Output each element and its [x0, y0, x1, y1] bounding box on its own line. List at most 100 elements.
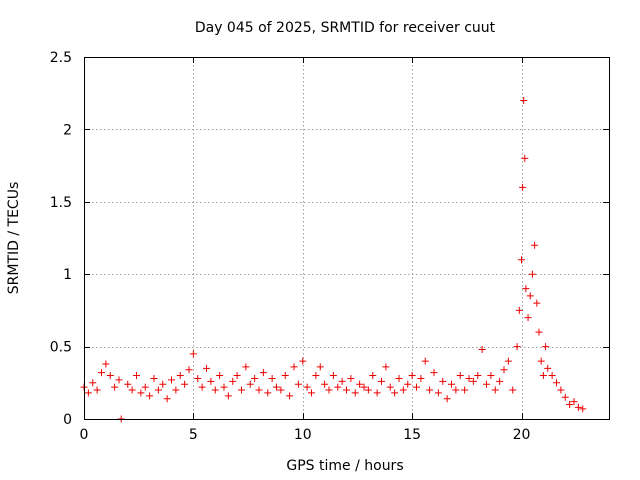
x-axis-label: GPS time / hours — [286, 458, 403, 474]
data-point — [533, 299, 541, 307]
grid — [84, 57, 609, 419]
data-point — [351, 389, 359, 397]
data-point — [426, 386, 434, 394]
data-point — [233, 372, 241, 380]
data-point — [548, 372, 556, 380]
data-point — [115, 376, 123, 384]
data-point — [84, 389, 92, 397]
data-point — [89, 379, 97, 387]
data-point — [504, 357, 512, 365]
data-point — [172, 386, 180, 394]
x-tick-label: 5 — [189, 427, 198, 443]
data-point — [224, 392, 232, 400]
data-point — [185, 366, 193, 374]
y-axis-label: SRMTID / TECUs — [6, 182, 22, 295]
data-point — [303, 383, 311, 391]
x-tick-label: 15 — [403, 427, 421, 443]
data-point — [491, 386, 499, 394]
data-point — [111, 383, 119, 391]
data-point — [364, 386, 372, 394]
data-point — [294, 380, 302, 388]
data-points — [80, 96, 587, 423]
data-point — [207, 377, 215, 385]
data-point — [268, 374, 276, 382]
data-point — [478, 345, 486, 353]
data-point — [413, 383, 420, 391]
data-point — [216, 372, 224, 380]
data-point — [561, 393, 569, 401]
data-point — [264, 389, 272, 397]
data-point — [299, 357, 307, 365]
data-point — [579, 405, 587, 413]
data-point — [531, 241, 539, 249]
x-tick-labels: 0 5 10 15 20 — [80, 427, 531, 443]
data-point — [465, 374, 473, 382]
data-point — [321, 380, 329, 388]
data-point — [255, 386, 263, 394]
data-point — [382, 363, 390, 371]
chart-title: Day 045 of 2025, SRMTID for receiver cuu… — [195, 20, 496, 36]
data-point — [246, 380, 254, 388]
data-point — [220, 383, 228, 391]
data-point — [347, 374, 355, 382]
data-point — [528, 270, 536, 278]
data-point — [373, 389, 381, 397]
data-point — [461, 386, 469, 394]
data-point — [93, 386, 101, 394]
data-point — [509, 386, 517, 394]
data-point — [343, 386, 350, 394]
data-point — [553, 379, 560, 387]
data-point — [163, 395, 171, 403]
data-point — [519, 183, 527, 191]
data-point — [443, 395, 451, 403]
x-tick-label: 10 — [294, 427, 312, 443]
data-point — [515, 306, 523, 314]
data-point — [286, 392, 294, 400]
data-point — [456, 372, 464, 380]
data-point — [570, 398, 578, 406]
data-point — [133, 372, 140, 380]
data-point — [404, 380, 412, 388]
data-point — [325, 386, 333, 394]
data-point — [181, 380, 189, 388]
data-point — [189, 350, 197, 358]
data-point — [542, 343, 550, 351]
data-point — [273, 383, 280, 391]
data-point — [452, 386, 460, 394]
data-point — [238, 386, 245, 394]
data-point — [102, 360, 110, 368]
data-point — [259, 369, 267, 377]
data-point — [500, 366, 508, 374]
data-point — [408, 372, 416, 380]
y-tick-label: 0.5 — [50, 340, 72, 356]
data-point — [524, 314, 532, 322]
data-point — [539, 372, 547, 380]
data-point — [360, 383, 368, 391]
plot-frame — [84, 57, 610, 420]
data-point — [334, 383, 342, 391]
data-point — [474, 372, 482, 380]
data-point — [168, 376, 175, 384]
data-point — [469, 377, 477, 385]
data-point — [369, 372, 377, 380]
data-point — [338, 377, 346, 385]
data-point — [448, 380, 455, 388]
data-point — [242, 363, 250, 371]
data-point — [128, 386, 136, 394]
y-tick-label: 2.5 — [50, 50, 72, 66]
data-point — [537, 357, 545, 365]
data-point — [141, 383, 149, 391]
data-point — [430, 369, 438, 377]
data-point — [194, 374, 202, 382]
data-point — [106, 372, 114, 380]
data-point — [176, 372, 184, 380]
x-tick-label: 20 — [513, 427, 531, 443]
data-point — [513, 343, 521, 351]
data-point — [566, 401, 574, 409]
data-point — [535, 328, 543, 336]
y-tick-label: 1 — [63, 267, 72, 283]
data-point — [251, 374, 259, 382]
y-tick-label: 0 — [63, 412, 72, 428]
data-point — [312, 372, 320, 380]
